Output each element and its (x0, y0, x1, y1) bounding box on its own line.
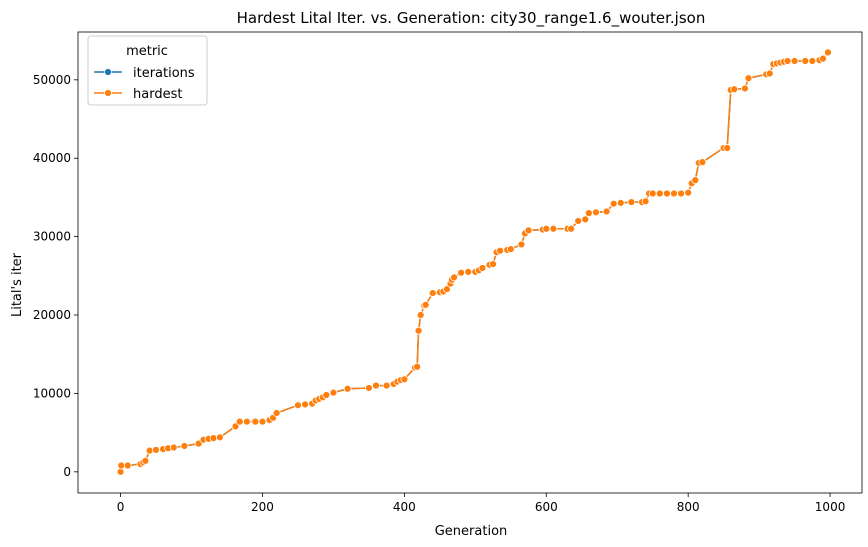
data-point-hardest (251, 417, 260, 426)
data-point-hardest (421, 300, 430, 309)
data-point-hardest (592, 208, 600, 217)
data-point-hardest (542, 224, 551, 233)
data-point-hardest (691, 176, 700, 185)
data-point-hardest (744, 74, 753, 83)
x-axis-label: Generation (435, 524, 508, 539)
y-tick-label: 50000 (33, 73, 71, 87)
data-point-hardest (723, 144, 732, 152)
x-axis-ticks: 0 200 400 600 800 1000 (117, 493, 846, 514)
data-point-hardest (478, 264, 487, 272)
data-point-hardest (123, 461, 132, 470)
chart-title: Hardest Lital Iter. vs. Generation: city… (237, 9, 706, 28)
data-point-hardest (301, 400, 309, 409)
data-point-hardest (272, 409, 281, 417)
data-point-hardest (416, 311, 425, 319)
data-point-hardest (343, 384, 352, 393)
data-point-hardest (322, 391, 331, 399)
data-point-hardest (400, 375, 409, 384)
y-axis-ticks: 0 10000 20000 30000 40000 50000 (33, 73, 78, 479)
data-point-hardest (216, 433, 224, 442)
data-point-hardest (152, 446, 160, 454)
data-point-hardest (242, 417, 251, 426)
data-point-hardest (450, 273, 458, 282)
y-tick-label: 40000 (33, 151, 71, 165)
x-tick-label: 1000 (815, 500, 846, 514)
legend-box (87, 35, 208, 106)
data-point-hardest (641, 197, 650, 206)
data-point-hardest (382, 381, 391, 390)
data-point-hardest (524, 226, 533, 235)
data-point-hardest (428, 289, 437, 297)
legend-marker-hardest (104, 89, 112, 97)
data-point-hardest (609, 199, 618, 208)
data-point-hardest (116, 467, 125, 476)
data-point-hardest (567, 224, 575, 233)
legend-label-hardest: hardest (133, 87, 182, 102)
data-point-hardest (698, 158, 707, 167)
data-point-hardest (489, 260, 497, 268)
data-point-hardest (372, 381, 380, 390)
data-point-hardest (231, 422, 240, 431)
axes-frame (77, 31, 863, 494)
data-point-hardest (117, 461, 126, 470)
data-point-hardest (365, 384, 373, 392)
data-point-hardest (329, 388, 338, 397)
data-point-hardest (581, 215, 590, 224)
legend-title: metric (126, 44, 168, 59)
data-point-hardest (549, 224, 558, 233)
data-point-hardest (602, 207, 611, 216)
data-point-hardest (616, 199, 625, 207)
series-hardest (116, 48, 832, 476)
data-point-hardest (801, 57, 810, 65)
data-point-hardest (730, 85, 739, 94)
data-point-hardest (180, 442, 189, 450)
data-point-hardest (169, 443, 178, 452)
data-point-hardest (670, 189, 678, 198)
x-tick-label: 600 (535, 500, 558, 514)
data-point-hardest (235, 417, 244, 426)
y-tick-label: 10000 (33, 386, 71, 400)
data-point-hardest (741, 84, 749, 93)
legend: metric iterations hardest (87, 35, 208, 106)
data-point-hardest (464, 268, 473, 276)
data-point-hardest (517, 240, 526, 249)
data-point-hardest (790, 57, 799, 65)
data-point-hardest (648, 189, 657, 198)
legend-label-iterations: iterations (133, 66, 195, 81)
data-point-hardest (684, 188, 693, 197)
data-point-hardest (294, 401, 302, 410)
plot-area (77, 31, 863, 494)
data-point-hardest (574, 217, 583, 225)
x-tick-label: 0 (117, 500, 125, 514)
data-point-hardest (808, 57, 817, 65)
data-point-hardest (677, 189, 685, 198)
data-point-hardest (258, 417, 267, 426)
data-point-hardest (443, 285, 451, 294)
data-point-hardest (655, 189, 664, 198)
data-point-hardest (819, 54, 827, 63)
data-point-hardest (413, 362, 422, 371)
y-axis-label: Lital's iter (10, 252, 25, 317)
legend-marker-iterations (104, 68, 112, 76)
data-point-hardest (414, 326, 423, 335)
y-tick-label: 20000 (33, 308, 71, 322)
x-tick-label: 400 (393, 500, 416, 514)
data-point-hardest (141, 456, 150, 465)
data-point-hardest (209, 434, 218, 442)
y-tick-label: 30000 (33, 230, 71, 244)
data-point-hardest (457, 268, 466, 277)
x-tick-label: 200 (251, 500, 274, 514)
data-point-hardest (783, 57, 792, 65)
data-point-hardest (824, 48, 832, 57)
data-point-hardest (584, 209, 593, 217)
data-point-hardest (663, 189, 671, 198)
x-tick-label: 800 (677, 500, 700, 514)
data-point-hardest (506, 245, 515, 254)
data-point-hardest (627, 198, 636, 207)
data-point-hardest (145, 446, 154, 455)
data-point-hardest (765, 69, 774, 78)
y-tick-label: 0 (63, 465, 71, 479)
data-point-hardest (496, 246, 505, 255)
